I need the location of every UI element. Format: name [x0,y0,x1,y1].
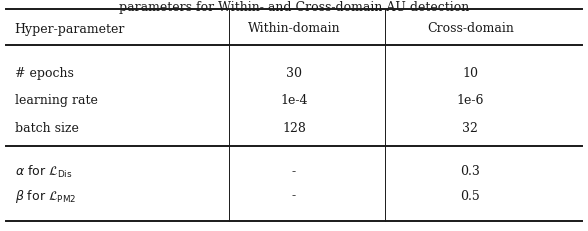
Text: Cross-domain: Cross-domain [427,22,514,35]
Text: 0.3: 0.3 [460,164,480,177]
Text: Hyper-parameter: Hyper-parameter [15,22,125,35]
Text: 32: 32 [463,122,478,135]
Text: 1e-4: 1e-4 [280,94,308,107]
Text: 10: 10 [462,66,479,79]
Text: $\beta$ for $\mathcal{L}_{\mathrm{PM2}}$: $\beta$ for $\mathcal{L}_{\mathrm{PM2}}$ [15,187,76,204]
Text: batch size: batch size [15,122,79,135]
Text: $\alpha$ for $\mathcal{L}_{\mathrm{Dis}}$: $\alpha$ for $\mathcal{L}_{\mathrm{Dis}}… [15,163,72,179]
Text: learning rate: learning rate [15,94,98,107]
Text: -: - [292,164,296,177]
Text: parameters for Within- and Cross-domain AU detection: parameters for Within- and Cross-domain … [119,1,469,14]
Text: 0.5: 0.5 [460,189,480,202]
Text: 1e-6: 1e-6 [457,94,484,107]
Text: Within-domain: Within-domain [248,22,340,35]
Text: 128: 128 [282,122,306,135]
Text: 30: 30 [286,66,302,79]
Text: # epochs: # epochs [15,66,74,79]
Text: -: - [292,189,296,202]
